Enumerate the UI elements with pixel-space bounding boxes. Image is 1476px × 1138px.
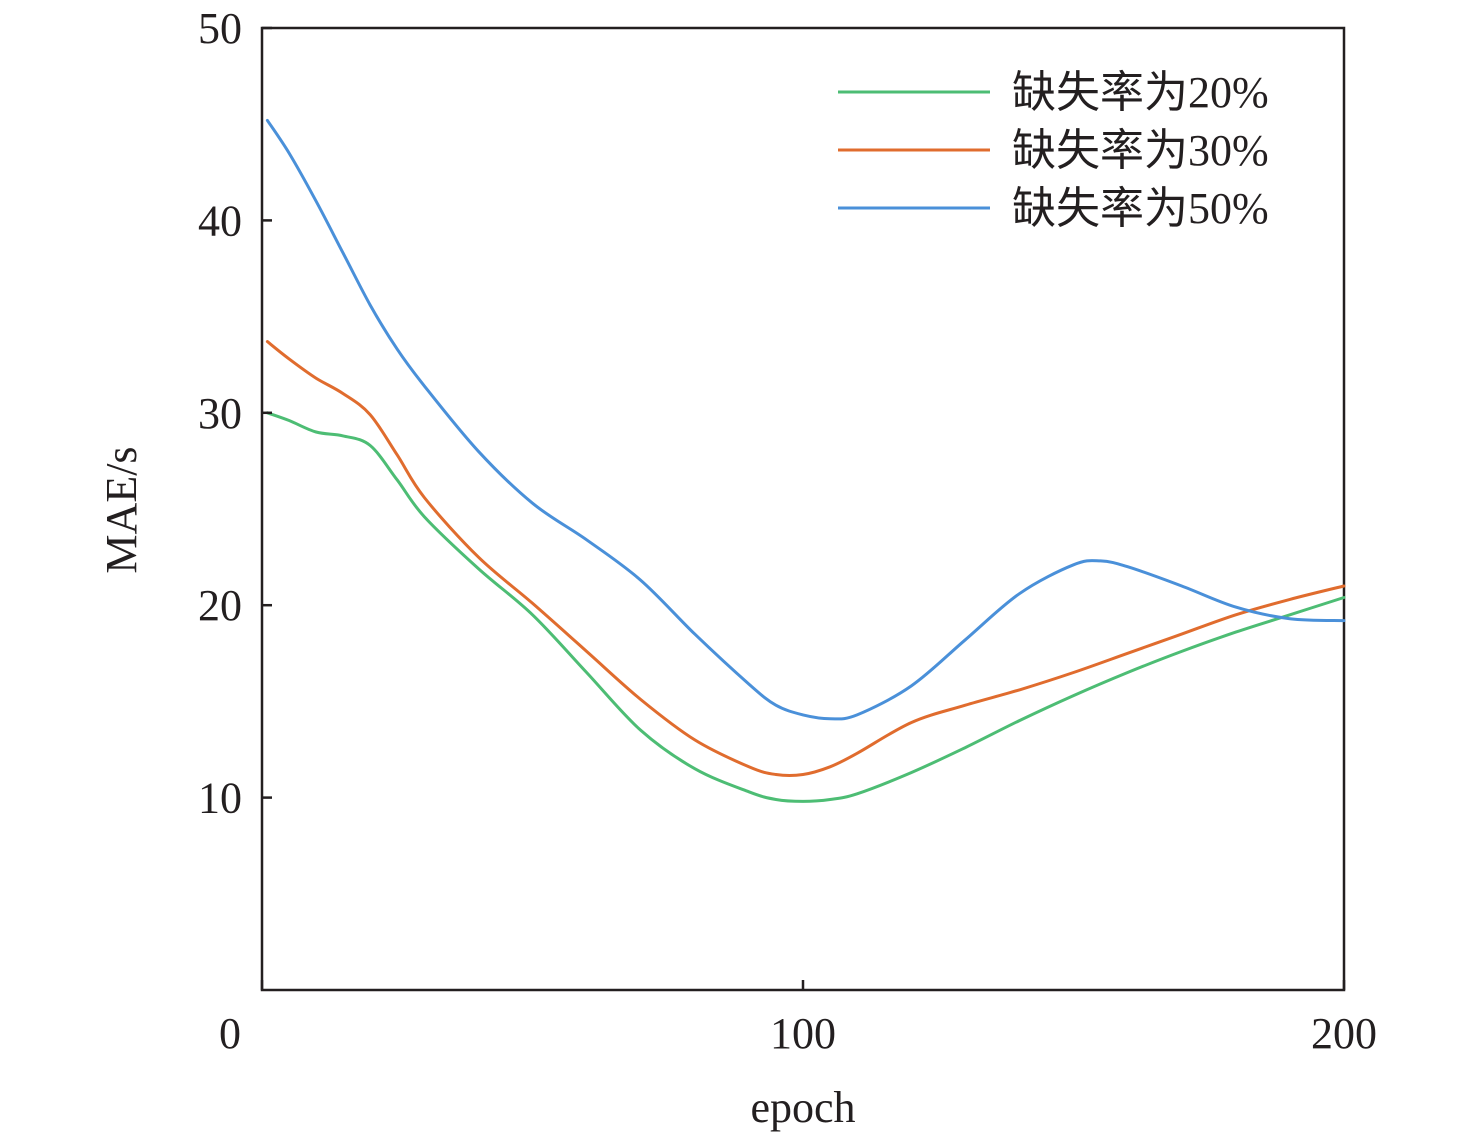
x-axis-ticks: 0 100 200 bbox=[219, 980, 1377, 1058]
legend-label: 缺失率为20% bbox=[1012, 68, 1269, 117]
x-tick-label: 100 bbox=[770, 1009, 836, 1058]
y-tick-label: 20 bbox=[198, 581, 242, 630]
y-tick-label: 50 bbox=[198, 4, 242, 53]
y-axis-label: MAE/s bbox=[97, 446, 146, 573]
legend-label: 缺失率为50% bbox=[1012, 184, 1269, 233]
legend-label: 缺失率为30% bbox=[1012, 126, 1269, 175]
y-tick-label: 30 bbox=[198, 389, 242, 438]
legend: 缺失率为20% 缺失率为30% 缺失率为50% bbox=[838, 68, 1269, 233]
series-group bbox=[265, 118, 1346, 803]
y-axis-ticks: 10 20 30 40 50 bbox=[198, 4, 272, 823]
y-tick-label: 10 bbox=[198, 774, 242, 823]
x-axis-label: epoch bbox=[750, 1083, 855, 1132]
x-tick-label: 0 bbox=[219, 1009, 241, 1058]
series-line-3 bbox=[265, 118, 1346, 721]
y-tick-label: 40 bbox=[198, 196, 242, 245]
series-line-1 bbox=[265, 411, 1346, 803]
series-line-2 bbox=[265, 340, 1346, 777]
x-tick-label: 200 bbox=[1311, 1009, 1377, 1058]
